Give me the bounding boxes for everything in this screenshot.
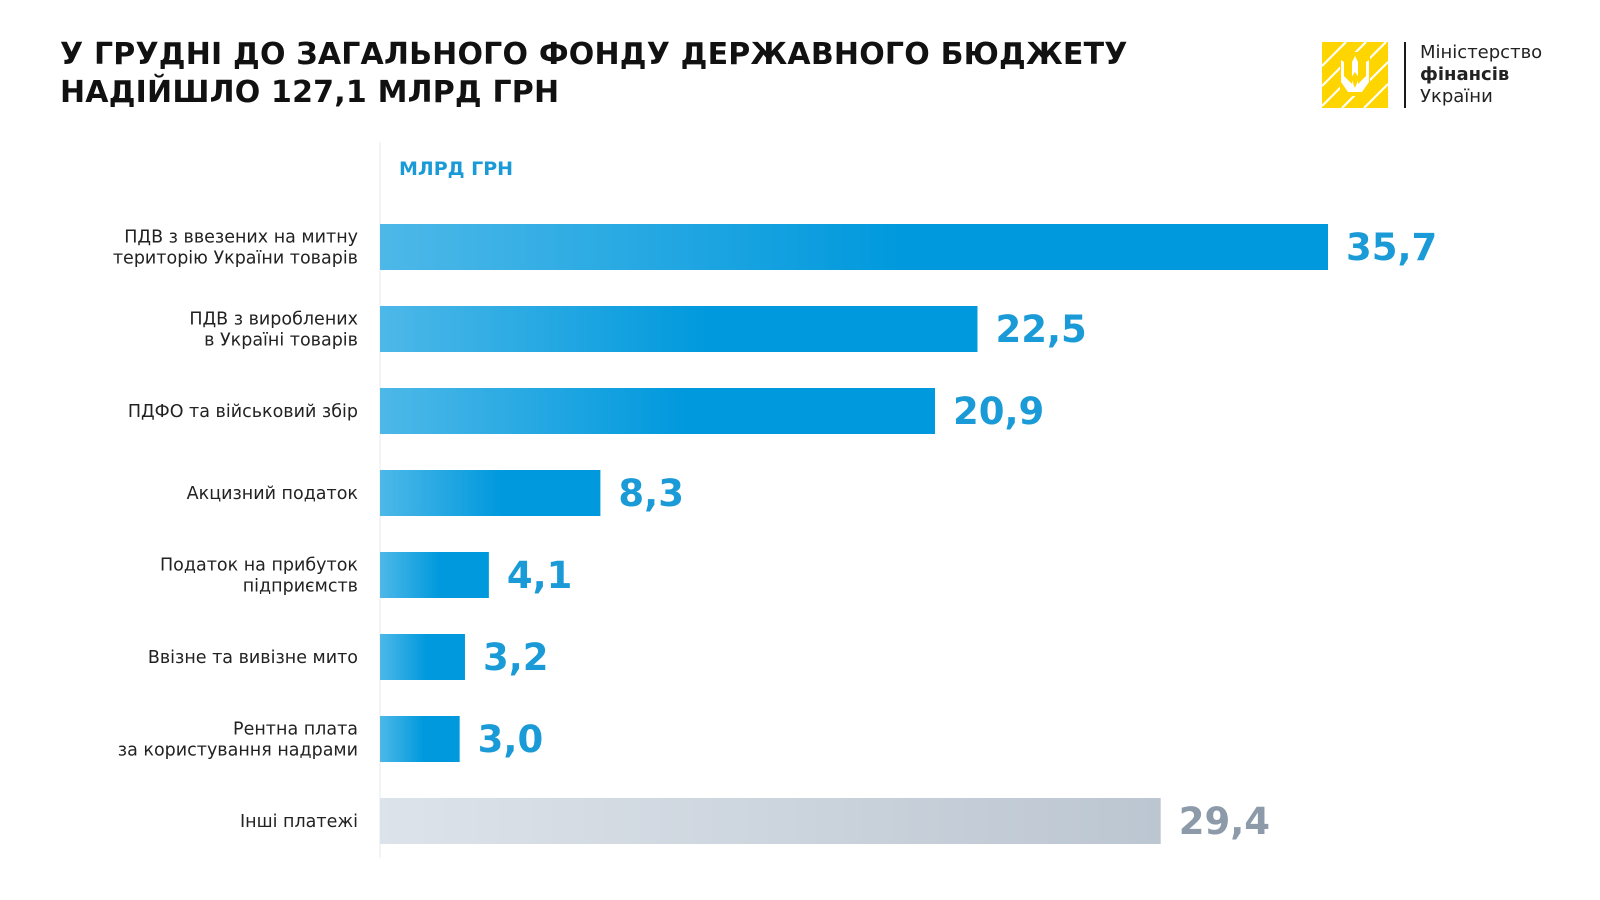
ministry-logo: Міністерство фінансів України: [1322, 42, 1542, 108]
bar: [380, 552, 489, 598]
value-label: 3,2: [483, 636, 549, 679]
category-label-line: територію України товарів: [113, 249, 358, 269]
value-label: 35,7: [1346, 226, 1437, 269]
category-label-line: Інші платежі: [240, 812, 358, 832]
bar: [380, 798, 1161, 844]
title-line-1: У ГРУДНІ ДО ЗАГАЛЬНОГО ФОНДУ ДЕРЖАВНОГО …: [60, 37, 1128, 72]
logo-line-3: України: [1420, 86, 1493, 107]
category-label-line: за користування надрами: [118, 741, 358, 761]
bar: [380, 716, 460, 762]
logo-text: Міністерство фінансів України: [1420, 42, 1542, 108]
bar: [380, 470, 601, 516]
trident-icon: [1322, 42, 1388, 108]
value-label: 20,9: [953, 390, 1044, 433]
category-label: ПДВ з вироблених в Україні товарів: [189, 310, 358, 351]
unit-label: МЛРД ГРН: [399, 158, 513, 180]
logo-line-2: фінансів: [1420, 64, 1510, 85]
category-label-line: ПДФО та військовий збір: [128, 402, 358, 422]
category-label-line: Акцизний податок: [187, 484, 358, 504]
category-label: Інші платежі: [240, 812, 358, 832]
category-label: Ввізне та вивізне мито: [148, 648, 358, 668]
value-label: 3,0: [478, 718, 544, 761]
title-line-2: НАДІЙШЛО 127,1 МЛРД ГРН: [60, 75, 560, 110]
category-label-line: підприємств: [243, 577, 358, 597]
category-label: Рентна плата за користування надрами: [118, 720, 358, 761]
category-label: Акцизний податок: [187, 484, 358, 504]
category-label-line: Ввізне та вивізне мито: [148, 648, 358, 668]
logo-divider: [1404, 42, 1406, 108]
value-label: 29,4: [1179, 800, 1270, 843]
category-label: ПДВ з ввезених на митну територію України…: [113, 228, 358, 269]
category-label: Податок на прибуток підприємств: [160, 556, 358, 597]
value-label: 4,1: [507, 554, 573, 597]
page-title: У ГРУДНІ ДО ЗАГАЛЬНОГО ФОНДУ ДЕРЖАВНОГО …: [60, 36, 1128, 112]
bar: [380, 388, 935, 434]
value-label: 22,5: [995, 308, 1086, 351]
category-label-line: Податок на прибуток: [160, 556, 358, 576]
bar: [380, 634, 465, 680]
category-label-line: в Україні товарів: [204, 331, 358, 351]
bar: [380, 306, 978, 352]
value-label: 8,3: [618, 472, 684, 515]
category-label: ПДФО та військовий збір: [128, 402, 358, 422]
category-label-line: ПДВ з ввезених на митну: [124, 228, 358, 248]
logo-line-1: Міністерство: [1420, 42, 1543, 63]
bar: [380, 224, 1328, 270]
category-label-line: ПДВ з вироблених: [189, 310, 358, 330]
category-label-line: Рентна плата: [233, 720, 358, 740]
